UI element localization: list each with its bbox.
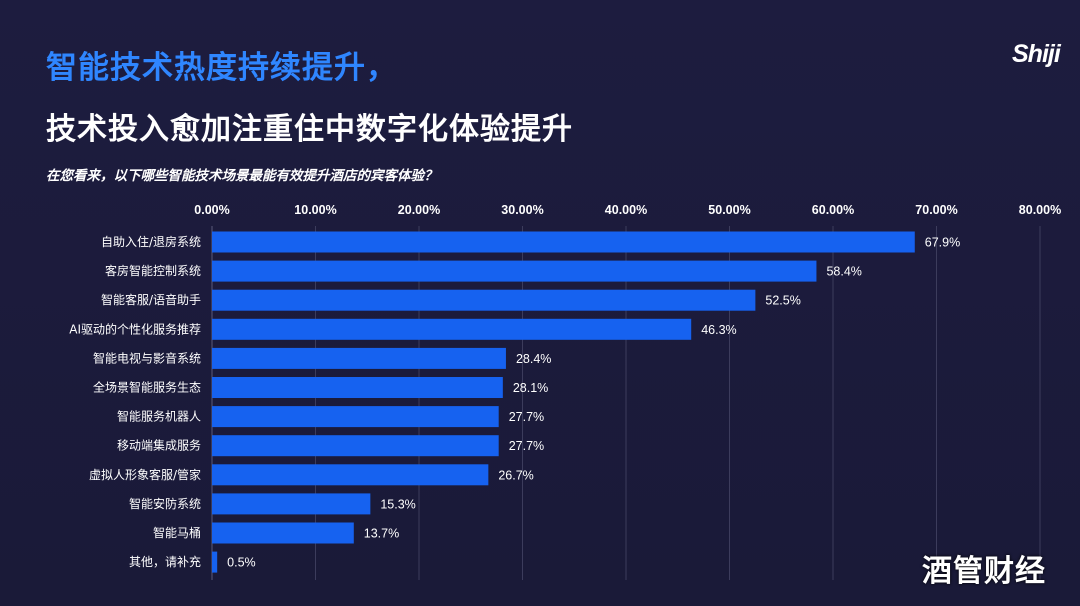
x-tick-label: 30.00% bbox=[501, 203, 543, 217]
category-label: 其他，请补充 bbox=[129, 554, 201, 569]
x-tick-label: 60.00% bbox=[812, 203, 854, 217]
bar bbox=[212, 551, 218, 573]
bar bbox=[212, 493, 371, 515]
data-label: 28.1% bbox=[513, 381, 548, 395]
category-label: 全场景智能服务生态 bbox=[93, 380, 201, 395]
data-label: 13.7% bbox=[364, 527, 399, 541]
bar bbox=[212, 231, 915, 253]
category-label: AI驱动的个性化服务推荐 bbox=[69, 321, 201, 336]
category-label: 智能安防系统 bbox=[129, 496, 201, 511]
category-label: 虚拟人形象客服/管家 bbox=[89, 467, 201, 482]
data-label: 26.7% bbox=[498, 468, 533, 482]
survey-question: 在您看来，以下哪些智能技术场景最能有效提升酒店的宾客体验？ bbox=[46, 168, 438, 184]
data-label: 27.7% bbox=[509, 439, 544, 453]
bar bbox=[212, 522, 354, 544]
bar bbox=[212, 464, 489, 486]
x-tick-label: 80.00% bbox=[1019, 203, 1061, 217]
bar bbox=[212, 260, 817, 282]
category-label: 自助入住/退房系统 bbox=[101, 234, 201, 249]
category-label: 智能马桶 bbox=[153, 525, 201, 540]
bar bbox=[212, 435, 499, 457]
data-label: 52.5% bbox=[765, 294, 800, 308]
category-label: 智能客服/语音助手 bbox=[101, 292, 201, 307]
slide-title-line2: 技术投入愈加注重住中数字化体验提升 bbox=[46, 112, 573, 147]
category-label: 智能电视与影音系统 bbox=[93, 350, 201, 365]
category-label: 智能服务机器人 bbox=[117, 409, 201, 424]
bar bbox=[212, 347, 506, 369]
slide-title-line1: 智能技术热度持续提升， bbox=[46, 50, 398, 86]
data-label: 15.3% bbox=[380, 497, 415, 511]
x-tick-label: 40.00% bbox=[605, 203, 647, 217]
x-tick-label: 50.00% bbox=[708, 203, 750, 217]
shiji-logo: Shiji bbox=[1012, 40, 1061, 68]
category-label: 客房智能控制系统 bbox=[105, 263, 201, 278]
data-label: 58.4% bbox=[826, 265, 861, 279]
x-tick-label: 20.00% bbox=[398, 203, 440, 217]
x-tick-label: 0.00% bbox=[194, 203, 229, 217]
watermark: 酒管财经 bbox=[922, 554, 1046, 589]
bar bbox=[212, 289, 756, 311]
bar bbox=[212, 318, 692, 340]
bar bbox=[212, 377, 503, 398]
data-label: 67.9% bbox=[925, 236, 960, 250]
data-label: 27.7% bbox=[509, 410, 544, 424]
x-tick-label: 70.00% bbox=[915, 203, 957, 217]
category-label: 移动端集成服务 bbox=[117, 438, 201, 453]
x-tick-label: 10.00% bbox=[294, 203, 336, 217]
data-label: 0.5% bbox=[227, 556, 256, 570]
bar bbox=[212, 406, 499, 428]
data-label: 46.3% bbox=[701, 323, 736, 337]
data-label: 28.4% bbox=[516, 352, 551, 366]
